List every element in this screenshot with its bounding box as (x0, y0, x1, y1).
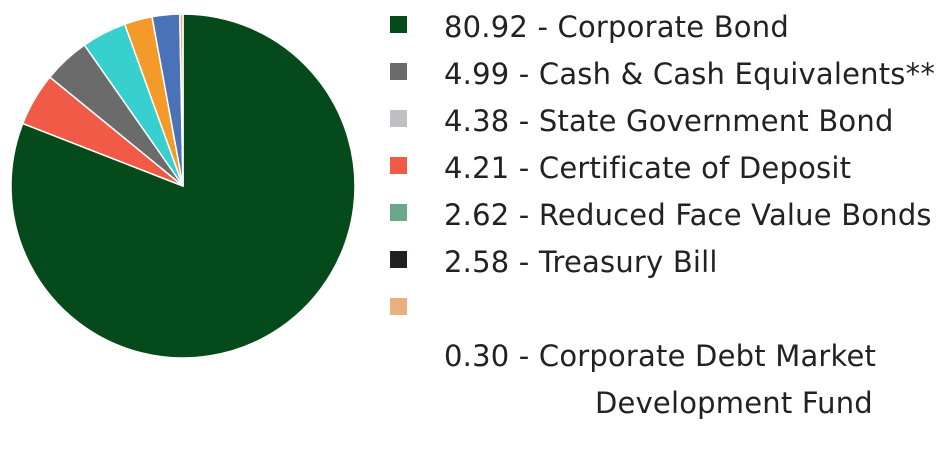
legend-label: 80.92 - Corporate Bond (444, 10, 789, 44)
legend-swatch (390, 251, 407, 268)
legend-label: 0.30 - Corporate Debt Market Development… (444, 286, 876, 474)
legend-item-state-government-bond: 4.38 - State Government Bond (390, 98, 894, 145)
pie-slice-6 (179, 13, 184, 187)
legend-item-certificate-of-deposit: 4.21 - Certificate of Deposit (390, 145, 851, 192)
legend-label: 2.58 - Treasury Bill (444, 245, 718, 279)
legend-label: 2.62 - Reduced Face Value Bonds (444, 198, 932, 232)
legend-swatch (390, 16, 407, 33)
legend-swatch (390, 204, 407, 221)
legend-item-cash: 4.99 - Cash & Cash Equivalents** (390, 51, 935, 98)
pie-slice-0 (10, 13, 356, 359)
legend-item-reduced-face-value-bonds: 2.62 - Reduced Face Value Bonds (390, 192, 932, 239)
pie-chart (10, 13, 356, 359)
legend-item-treasury-bill: 2.58 - Treasury Bill (390, 239, 718, 286)
legend-item-corporate-debt-market: 0.30 - Corporate Debt Market Development… (390, 286, 876, 474)
legend-label: 4.21 - Certificate of Deposit (444, 151, 852, 185)
legend-item-corporate-bond: 80.92 - Corporate Bond (390, 4, 789, 51)
legend-swatch (390, 157, 407, 174)
legend-label-line1: 0.30 - Corporate Debt Market (444, 339, 877, 373)
legend-label-line2: Development Fund (595, 386, 873, 420)
legend-swatch (390, 63, 407, 80)
legend-swatch (390, 298, 407, 315)
legend-swatch (390, 110, 407, 127)
legend-label: 4.38 - State Government Bond (444, 104, 894, 138)
legend-label: 4.99 - Cash & Cash Equivalents** (444, 57, 936, 91)
